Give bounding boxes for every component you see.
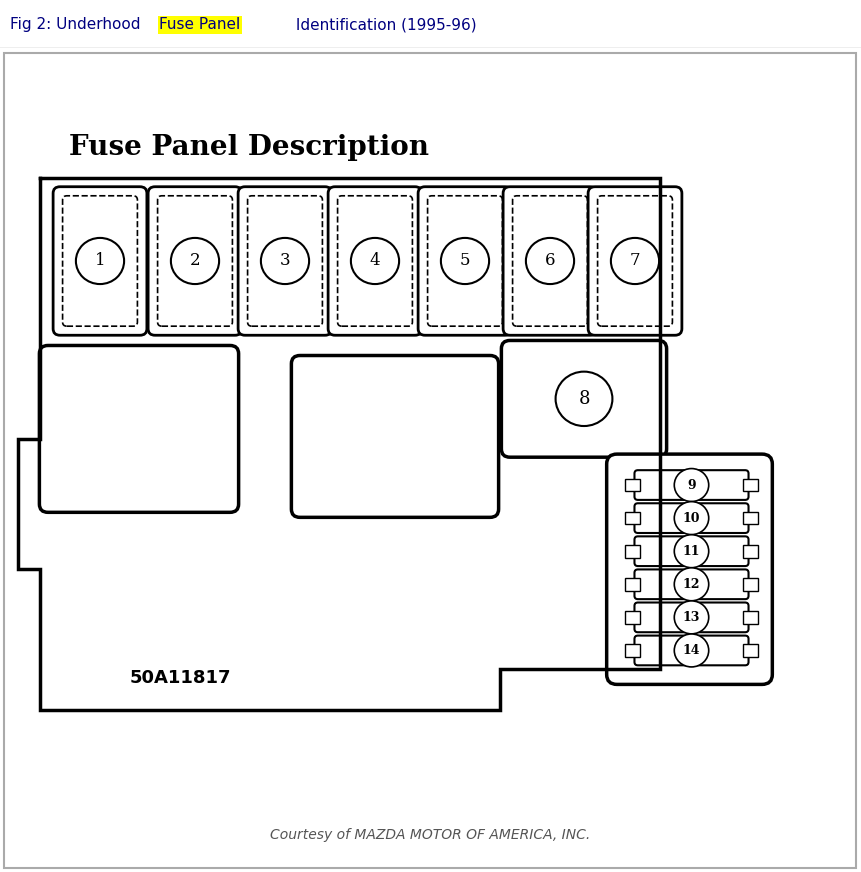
FancyBboxPatch shape — [4, 53, 856, 868]
Bar — [625, 644, 641, 657]
FancyBboxPatch shape — [598, 196, 672, 326]
Bar — [742, 545, 758, 557]
Bar — [625, 512, 641, 524]
Text: 5: 5 — [460, 253, 470, 269]
Circle shape — [674, 601, 709, 634]
Text: 7: 7 — [629, 253, 641, 269]
Bar — [742, 611, 758, 623]
FancyBboxPatch shape — [501, 340, 666, 457]
FancyBboxPatch shape — [635, 503, 748, 533]
Text: 9: 9 — [687, 479, 696, 492]
Circle shape — [76, 238, 124, 284]
Bar — [742, 578, 758, 590]
Circle shape — [674, 535, 709, 568]
Bar — [742, 479, 758, 492]
Circle shape — [674, 634, 709, 667]
FancyBboxPatch shape — [40, 345, 238, 513]
FancyBboxPatch shape — [635, 603, 748, 632]
Text: 8: 8 — [579, 390, 590, 408]
FancyBboxPatch shape — [63, 196, 138, 326]
Text: Fuse Panel Description: Fuse Panel Description — [69, 134, 429, 161]
Text: 4: 4 — [369, 253, 381, 269]
Bar — [742, 512, 758, 524]
FancyBboxPatch shape — [512, 196, 587, 326]
FancyBboxPatch shape — [428, 196, 503, 326]
Text: 50A11817: 50A11817 — [129, 670, 231, 687]
Text: 10: 10 — [683, 512, 700, 525]
Text: 14: 14 — [683, 644, 700, 657]
Text: 11: 11 — [683, 545, 700, 558]
Text: 1: 1 — [95, 253, 105, 269]
Text: 12: 12 — [683, 578, 700, 591]
Text: 2: 2 — [189, 253, 201, 269]
Text: Identification (1995-96): Identification (1995-96) — [291, 17, 477, 32]
FancyBboxPatch shape — [53, 187, 147, 335]
Circle shape — [674, 501, 709, 535]
Bar — [625, 545, 641, 557]
Text: Fig 2: Underhood: Fig 2: Underhood — [10, 17, 146, 32]
FancyBboxPatch shape — [291, 356, 499, 517]
FancyBboxPatch shape — [635, 536, 748, 566]
FancyBboxPatch shape — [148, 187, 242, 335]
Circle shape — [611, 238, 660, 284]
FancyBboxPatch shape — [238, 187, 331, 335]
FancyBboxPatch shape — [338, 196, 412, 326]
FancyBboxPatch shape — [588, 187, 682, 335]
Circle shape — [351, 238, 400, 284]
Bar — [625, 479, 641, 492]
FancyBboxPatch shape — [607, 454, 772, 685]
Text: Fuse Panel: Fuse Panel — [159, 17, 240, 32]
FancyBboxPatch shape — [158, 196, 232, 326]
Circle shape — [170, 238, 219, 284]
Circle shape — [674, 568, 709, 601]
Circle shape — [555, 371, 612, 426]
FancyBboxPatch shape — [503, 187, 597, 335]
FancyBboxPatch shape — [635, 470, 748, 500]
Bar — [625, 578, 641, 590]
Circle shape — [526, 238, 574, 284]
Text: 3: 3 — [280, 253, 290, 269]
FancyBboxPatch shape — [328, 187, 422, 335]
Bar — [742, 644, 758, 657]
Circle shape — [674, 468, 709, 501]
Text: Courtesy of MAZDA MOTOR OF AMERICA, INC.: Courtesy of MAZDA MOTOR OF AMERICA, INC. — [270, 828, 591, 842]
Text: 13: 13 — [683, 611, 700, 623]
Circle shape — [441, 238, 489, 284]
FancyBboxPatch shape — [635, 569, 748, 599]
Circle shape — [261, 238, 309, 284]
FancyBboxPatch shape — [635, 636, 748, 665]
FancyBboxPatch shape — [418, 187, 512, 335]
Bar — [625, 611, 641, 623]
FancyBboxPatch shape — [248, 196, 322, 326]
Text: 6: 6 — [545, 253, 555, 269]
